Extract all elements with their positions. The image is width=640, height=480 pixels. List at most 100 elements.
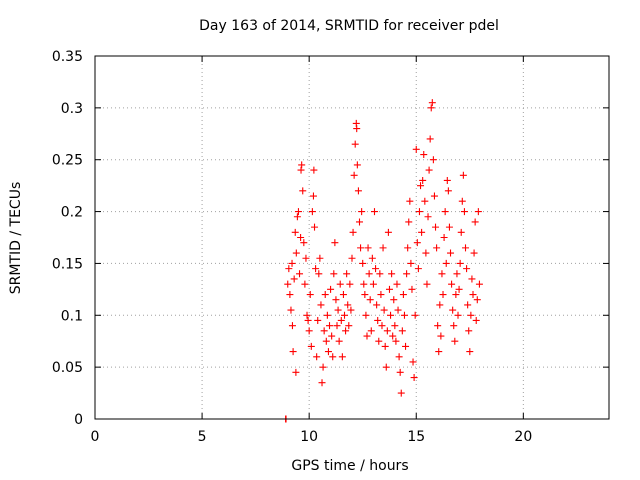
data-point [326, 322, 334, 330]
data-point [470, 249, 478, 257]
data-point [370, 208, 378, 216]
data-point [460, 208, 468, 216]
data-point [343, 270, 351, 278]
data-point [358, 208, 366, 216]
data-point [346, 280, 354, 288]
data-point [351, 140, 359, 148]
data-point [412, 145, 420, 153]
data-point [315, 270, 323, 278]
data-point [284, 280, 292, 288]
data-point [300, 239, 308, 247]
data-point [306, 291, 314, 299]
y-axis-label: SRMTID / TECUs [8, 182, 24, 295]
data-point [297, 166, 305, 174]
data-point [338, 353, 346, 361]
points-layer [282, 99, 483, 423]
data-point [397, 389, 405, 397]
data-point [335, 337, 343, 345]
data-point [294, 208, 302, 216]
data-point [395, 353, 403, 361]
data-point [392, 337, 400, 345]
data-point [381, 342, 389, 350]
data-point [286, 291, 294, 299]
data-point [377, 291, 385, 299]
data-point [337, 316, 345, 324]
x-tick-label: 0 [91, 429, 100, 445]
data-point [445, 223, 453, 231]
data-point [424, 213, 432, 221]
data-point [341, 311, 349, 319]
data-point [472, 316, 480, 324]
data-point [336, 280, 344, 288]
data-point [378, 322, 386, 330]
data-point [402, 342, 410, 350]
data-point [302, 254, 310, 262]
y-tick-labels: 0 0.05 0.1 0.15 0.2 0.25 0.3 0.35 [52, 49, 83, 428]
data-point [363, 332, 371, 340]
data-point [436, 301, 444, 309]
data-point [298, 161, 306, 169]
data-point [292, 249, 300, 257]
data-point [414, 265, 422, 273]
plot-frame [94, 55, 610, 420]
data-point [324, 348, 332, 356]
data-point [360, 280, 368, 288]
data-point [438, 270, 446, 278]
x-axis-label: GPS time / hours [291, 458, 408, 474]
data-point [466, 348, 474, 356]
data-point [367, 327, 375, 335]
data-point [288, 322, 296, 330]
data-point [457, 228, 465, 236]
data-point [362, 311, 370, 319]
x-tick-label: 10 [300, 429, 318, 445]
data-point [355, 218, 363, 226]
data-point [396, 368, 404, 376]
data-point [465, 327, 473, 335]
data-point [319, 363, 327, 371]
data-point [365, 270, 373, 278]
data-point [322, 337, 330, 345]
data-point [332, 296, 340, 304]
data-point [304, 316, 312, 324]
data-point [380, 306, 388, 314]
data-point [440, 234, 448, 241]
data-point [403, 270, 411, 278]
data-point [384, 228, 392, 236]
data-point [314, 316, 322, 324]
data-point [288, 259, 296, 267]
data-point [422, 249, 430, 257]
data-point [354, 187, 362, 195]
data-point [353, 125, 361, 133]
data-point [448, 280, 456, 288]
data-point [417, 182, 425, 190]
x-tick-label: 5 [198, 429, 207, 445]
data-point [469, 291, 477, 299]
data-point [420, 151, 428, 159]
data-point [429, 156, 437, 164]
data-point [433, 244, 441, 252]
data-point [415, 208, 423, 216]
data-point [289, 348, 297, 356]
data-point [369, 280, 377, 288]
data-point [347, 306, 355, 314]
data-point [393, 280, 401, 288]
data-point [385, 285, 393, 293]
data-point [443, 176, 451, 184]
y-tick-label: 0.3 [61, 101, 83, 117]
data-point [437, 332, 445, 340]
data-point [394, 306, 402, 314]
data-point [462, 244, 470, 252]
data-point [364, 244, 372, 252]
data-point [287, 306, 295, 314]
data-point [423, 280, 431, 288]
y-tick-label: 0 [74, 412, 83, 428]
y-tick-label: 0.15 [52, 256, 83, 272]
data-point [409, 358, 417, 366]
data-point [321, 291, 329, 299]
tick-layer [94, 55, 609, 420]
data-point [419, 176, 427, 184]
data-point [474, 208, 482, 216]
data-point [428, 99, 436, 107]
data-point [292, 368, 300, 376]
data-point [334, 306, 342, 314]
